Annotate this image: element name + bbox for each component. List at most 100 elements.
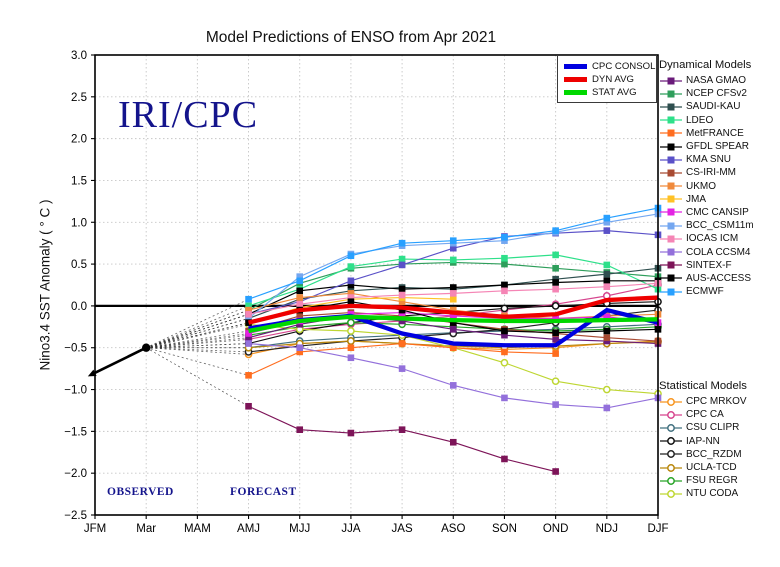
- y-tick-label: 0.0: [71, 301, 87, 313]
- model-marker: [603, 313, 611, 321]
- model-marker: [449, 312, 457, 320]
- forecast-fan-line: [146, 347, 249, 376]
- y-tick-label: −0.5: [64, 343, 87, 355]
- y-tick-label: 0.5: [71, 259, 87, 271]
- model-legend-item: CS-IRI-MM: [659, 166, 779, 179]
- legend-color-swatch: [564, 77, 587, 82]
- model-legend-label: JMA: [686, 193, 706, 205]
- model-legend-item: CSU CLIPR: [659, 421, 779, 434]
- x-tick-label: MAM: [184, 523, 211, 535]
- x-tick-label: JJA: [341, 523, 361, 535]
- model-legend-label: IAP-NN: [686, 435, 720, 447]
- model-marker: [603, 261, 611, 269]
- model-marker: [552, 336, 559, 343]
- x-tick-label: Mar: [136, 523, 156, 535]
- model-marker: [552, 275, 559, 283]
- model-legend-item: IOCAS ICM: [659, 232, 779, 245]
- average-line: [248, 314, 659, 334]
- y-tick-label: −2.5: [64, 510, 87, 522]
- model-legend-item: BCC_CSM11m: [659, 219, 779, 232]
- model-marker: [501, 455, 508, 463]
- model-legend-item: IAP-NN: [659, 435, 779, 448]
- model-marker: [296, 321, 304, 328]
- model-legend-label: FSU REGR: [686, 475, 738, 487]
- model-marker: [501, 237, 508, 244]
- model-marker: [552, 315, 559, 322]
- model-marker: [501, 287, 508, 295]
- model-marker: [552, 251, 559, 259]
- model-legend-item: NTU CODA: [659, 487, 779, 500]
- square-marker-icon: [660, 288, 682, 296]
- model-marker: [296, 348, 304, 356]
- model-marker: [398, 261, 406, 269]
- model-marker: [603, 334, 611, 341]
- y-tick-label: −1.5: [64, 426, 87, 438]
- model-marker: [245, 330, 252, 337]
- model-marker: [449, 295, 457, 303]
- model-marker: [449, 382, 457, 389]
- model-marker: [449, 438, 457, 446]
- circle-marker-icon: [660, 397, 682, 406]
- legend-label: DYN AVG: [592, 74, 634, 85]
- model-marker: [449, 256, 457, 264]
- forecast-fan-line: [146, 305, 249, 349]
- model-legend-label: NCEP CFSv2: [686, 88, 747, 100]
- model-legend-label: CMC CANSIP: [686, 206, 749, 218]
- model-marker: [551, 302, 560, 310]
- model-marker: [603, 404, 611, 412]
- model-marker: [347, 298, 355, 306]
- model-marker: [603, 227, 611, 234]
- model-legend-item: UKMO: [659, 180, 779, 193]
- model-legend-label: ECMWF: [686, 286, 724, 298]
- square-marker-icon: [660, 222, 682, 230]
- model-legend-label: COLA CCSM4: [686, 246, 751, 258]
- model-marker: [603, 214, 611, 222]
- model-marker: [501, 260, 508, 268]
- model-marker: [449, 319, 457, 326]
- dynamical-models-header: Dynamical Models: [659, 59, 752, 71]
- model-legend-item: CMC CANSIP: [659, 206, 779, 219]
- model-marker: [501, 331, 508, 339]
- model-legend-label: CPC CA: [686, 409, 724, 421]
- forecast-fan-line: [146, 334, 249, 349]
- model-marker: [245, 402, 252, 410]
- averages-legend-item: DYN AVG: [564, 73, 651, 86]
- model-marker: [552, 227, 559, 234]
- square-marker-icon: [660, 235, 682, 243]
- model-marker: [398, 255, 406, 263]
- square-marker-icon: [660, 90, 682, 98]
- model-legend-item: KMA SNU: [659, 153, 779, 166]
- model-marker: [347, 263, 355, 270]
- legend-label: CPC CONSOL: [592, 61, 656, 72]
- square-marker-icon: [660, 143, 682, 151]
- model-legend-item: UCLA-TCD: [659, 461, 779, 474]
- model-marker: [245, 340, 252, 347]
- model-marker: [245, 334, 252, 341]
- circle-marker-icon: [660, 463, 682, 472]
- model-legend-label: SAUDI-KAU: [686, 101, 741, 113]
- forecast-fan-line: [146, 338, 249, 349]
- forecast-fan-line: [146, 343, 249, 349]
- model-legend-item: NCEP CFSv2: [659, 87, 779, 100]
- model-marker: [398, 426, 406, 433]
- averages-legend-item: STAT AVG: [564, 86, 651, 99]
- model-marker: [501, 327, 508, 335]
- dynamical-models-legend: Dynamical Models NASA GMAO NCEP CFSv2 SAUD…: [659, 59, 779, 298]
- observed-line: [94, 346, 147, 374]
- model-marker: [347, 337, 355, 345]
- model-marker: [398, 306, 406, 314]
- model-legend-label: UCLA-TCD: [686, 462, 737, 474]
- square-marker-icon: [660, 208, 682, 216]
- model-marker: [245, 310, 252, 318]
- average-line: [248, 295, 659, 325]
- y-axis-label: Nino3.4 SST Anomaly ( ° C ): [37, 199, 53, 371]
- model-legend-label: IOCAS ICM: [686, 233, 739, 245]
- model-legend-item: BCC_RZDM: [659, 448, 779, 461]
- model-marker: [347, 354, 355, 362]
- model-legend-label: UKMO: [686, 180, 716, 192]
- model-marker: [398, 285, 406, 293]
- square-marker-icon: [660, 129, 682, 137]
- forecast-fan-line: [146, 347, 249, 355]
- model-marker: [296, 277, 304, 285]
- y-tick-label: 2.0: [71, 134, 87, 146]
